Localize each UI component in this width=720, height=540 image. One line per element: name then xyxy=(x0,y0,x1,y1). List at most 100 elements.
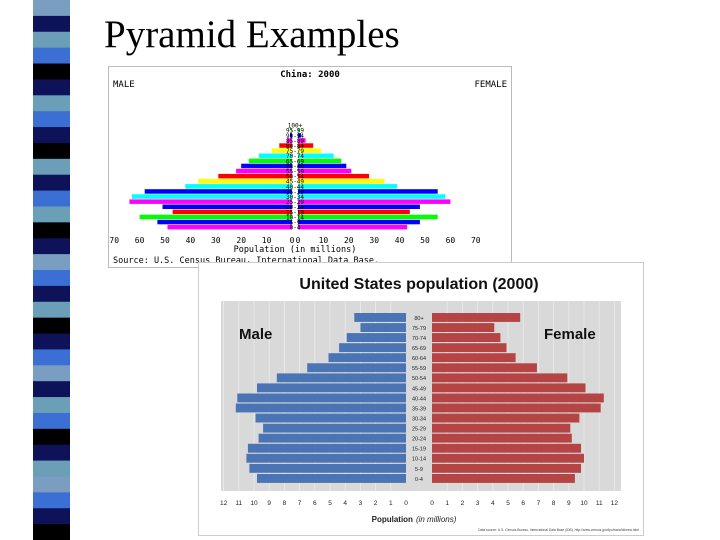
us-female-bar xyxy=(432,373,568,383)
stripe-block xyxy=(33,174,70,192)
us-x-tick: 1 xyxy=(445,500,449,507)
china-female-bar xyxy=(298,184,398,189)
us-x-tick: 10 xyxy=(250,500,258,507)
us-category-label: 5-9 xyxy=(415,467,423,473)
us-male-bar xyxy=(354,313,406,322)
stripe-block xyxy=(33,0,70,17)
china-x-tick: 60 xyxy=(446,236,456,245)
us-male-bar xyxy=(258,433,406,443)
china-category-label: 85-89 xyxy=(286,138,304,145)
china-x-tick: 60 xyxy=(135,236,145,245)
us-category-label: 10-14 xyxy=(412,457,426,463)
china-category-label: 25-29 xyxy=(286,199,304,206)
china-category-label: 30-34 xyxy=(286,194,304,201)
china-bars xyxy=(129,122,451,230)
china-x-tick: 40 xyxy=(395,236,405,245)
china-female-bar xyxy=(298,219,420,225)
china-female-bar xyxy=(298,148,321,153)
us-category-label: 20-24 xyxy=(412,437,426,443)
china-category-labels: 0-45-910-1415-1920-2425-2930-3435-3940-4… xyxy=(286,123,304,232)
china-category-label: 90-94 xyxy=(286,133,304,140)
us-category-label: 60-64 xyxy=(412,356,426,362)
china-x-axis-label: Population (in millions) xyxy=(234,245,357,255)
us-female-bar xyxy=(432,383,586,393)
us-category-label: 55-59 xyxy=(412,366,426,372)
china-female-bar xyxy=(298,189,438,194)
china-female-bar xyxy=(298,204,420,209)
china-male-bar xyxy=(241,163,292,169)
slide-title: Pyramid Examples xyxy=(104,13,400,56)
us-bars xyxy=(235,313,604,483)
china-category-label: 40-44 xyxy=(286,184,304,191)
china-x-tick: 20 xyxy=(344,236,354,245)
china-female-bar xyxy=(298,194,446,199)
us-category-label: 50-54 xyxy=(412,376,426,382)
china-category-label: 5-9 xyxy=(290,220,301,227)
stripe-block xyxy=(33,317,70,335)
stripe-block xyxy=(33,254,70,271)
us-male-bar xyxy=(339,343,406,353)
us-category-label: 0-4 xyxy=(415,477,423,483)
stripe-block xyxy=(33,31,70,49)
us-category-label: 40-44 xyxy=(412,396,426,402)
stripe-block xyxy=(33,460,70,477)
china-female-bar xyxy=(298,153,334,158)
us-male-bar xyxy=(276,373,406,383)
us-female-label: Female xyxy=(544,326,596,343)
stripe-block xyxy=(33,381,70,398)
china-x-tick: 70 xyxy=(109,236,119,245)
china-category-label: 35-39 xyxy=(286,189,304,196)
us-x-tick: 2 xyxy=(461,500,465,507)
china-left-label: MALE xyxy=(113,80,135,90)
us-male-bar xyxy=(246,453,406,463)
us-male-bar xyxy=(255,413,406,423)
china-male-bar xyxy=(157,219,292,225)
stripe-block xyxy=(33,412,70,430)
china-male-bar xyxy=(139,214,292,220)
china-male-bar xyxy=(162,204,292,209)
china-x-tick: 40 xyxy=(186,236,196,245)
us-female-bar xyxy=(432,443,581,453)
us-female-bar xyxy=(432,413,580,423)
stripe-block xyxy=(33,397,70,414)
us-female-bar xyxy=(432,433,572,443)
us-x-tick: 12 xyxy=(611,500,619,507)
stripe-block xyxy=(33,476,70,493)
china-male-bar xyxy=(248,158,292,164)
us-x-tick: 12 xyxy=(220,500,228,507)
china-category-label: 10-14 xyxy=(286,214,304,221)
us-female-bar xyxy=(432,363,537,373)
us-male-bar xyxy=(247,443,406,453)
us-female-bar xyxy=(432,453,584,463)
china-female-bar xyxy=(298,122,299,128)
us-x-tick: 4 xyxy=(343,500,347,507)
us-category-label: 70-74 xyxy=(412,336,426,342)
us-category-label: 45-49 xyxy=(412,386,426,392)
us-male-bar xyxy=(257,383,406,393)
china-female-bar xyxy=(298,128,300,133)
us-category-label: 75-79 xyxy=(412,326,426,332)
us-category-label: 80+ xyxy=(414,316,423,322)
us-female-bar xyxy=(432,403,601,413)
us-x-tick: 0 xyxy=(404,500,408,507)
china-male-bar xyxy=(290,133,292,138)
us-x-tick: 11 xyxy=(235,500,242,507)
china-category-label: 100+ xyxy=(288,123,303,130)
china-female-bar xyxy=(298,173,370,179)
china-female-bar xyxy=(298,168,352,174)
china-female-bar xyxy=(298,138,306,143)
china-female-bar xyxy=(298,199,451,204)
us-x-tick: 6 xyxy=(313,500,317,507)
china-female-bar xyxy=(298,163,347,169)
china-category-label: 60-64 xyxy=(286,163,304,170)
stripe-block xyxy=(33,142,70,160)
china-category-label: 70-74 xyxy=(286,153,304,160)
china-pyramid-chart: China: 2000 MALE FEMALE 0-4 5-9 10-14 15-19… xyxy=(108,66,512,268)
china-right-label: FEMALE xyxy=(474,80,507,90)
us-x-tick: 0 xyxy=(430,500,434,507)
china-male-bar xyxy=(198,179,292,184)
decorative-stripe xyxy=(33,0,70,540)
us-x-axis-label: Population (in millions) xyxy=(372,515,457,524)
us-chart-title: United States population (2000) xyxy=(299,276,538,293)
us-x-tick: 3 xyxy=(359,500,363,507)
